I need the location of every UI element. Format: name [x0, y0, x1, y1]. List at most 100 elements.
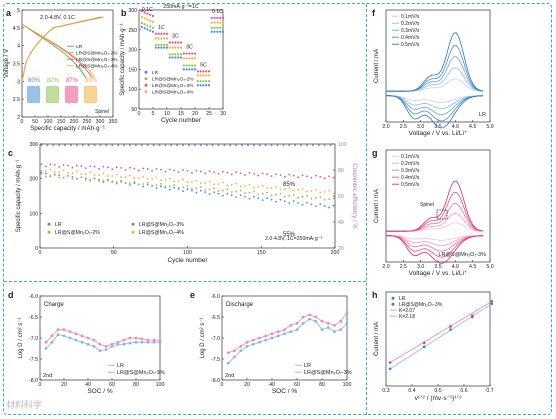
- panel-c-point: [239, 189, 242, 192]
- panel-c-point: [93, 165, 96, 168]
- panel-c-point: [199, 189, 202, 192]
- panel-c-point: [230, 173, 233, 176]
- panel-b-point: [216, 16, 219, 20]
- panel-b-point: [179, 41, 183, 44]
- panel-g-legend-label: 0.3mV/s: [401, 168, 420, 174]
- panel-b-point: [219, 26, 222, 29]
- panel-d-ytick-label: -6.0: [29, 294, 38, 300]
- panel-a-ytick-label: 4.5: [13, 26, 20, 32]
- panel-c-ce-point: [252, 144, 255, 147]
- panel-c-point: [133, 180, 136, 183]
- panel-c-ce-point: [205, 144, 208, 147]
- panel-b-point: [199, 80, 202, 83]
- panel-b-legend-marker: [144, 90, 148, 94]
- panel-f-ylabel: Current / mA: [374, 49, 380, 83]
- panel-c-point: [120, 176, 123, 178]
- panel-d-point: [98, 349, 102, 352]
- panel-f-cv-curve: [386, 95, 484, 110]
- panel-h-fit-line: [389, 303, 493, 370]
- panel-h-point: [449, 325, 452, 328]
- panel-d-point: [92, 345, 96, 348]
- panel-c-point: [328, 206, 330, 209]
- panel-c-ce-point: [229, 144, 232, 147]
- panel-c-legend-marker: [47, 230, 51, 234]
- panel-d-point: [116, 340, 120, 344]
- panel-c-point: [314, 197, 317, 199]
- panel-d-point: [134, 336, 138, 340]
- panel-c-point: [306, 175, 308, 178]
- panel-e-point: [333, 324, 336, 327]
- panel-c-point: [102, 179, 105, 182]
- panel-g-spinel-label: Spinel: [420, 202, 434, 208]
- panel-c-point: [199, 186, 202, 189]
- panel-a-ytick-label: 5: [17, 8, 20, 14]
- panel-c-ce-point: [329, 144, 332, 147]
- panel-e-point: [333, 330, 336, 334]
- panel-c-point: [208, 193, 211, 195]
- panel-c-point: [279, 188, 282, 191]
- panel-b-point: [205, 74, 208, 77]
- panel-b-point: [140, 25, 143, 29]
- panel-c-point: [283, 188, 286, 190]
- panel-c-point: [310, 190, 313, 192]
- panel-d-xtick-label: 20: [61, 382, 67, 388]
- panel-b-point: [157, 32, 160, 35]
- panel-c-ce-point: [75, 144, 78, 147]
- panel-b-point: [185, 64, 188, 67]
- panel-e-point: [301, 321, 305, 325]
- panel-b-point: [207, 70, 211, 73]
- panel-b-point: [177, 41, 180, 44]
- panel-d-ytick-label: -8.0: [29, 378, 38, 384]
- panel-c-point: [204, 191, 207, 194]
- panel-c-point: [279, 174, 282, 176]
- panel-a-ytick-label: 3.5: [13, 62, 20, 68]
- panel-d-point: [62, 334, 66, 338]
- panel-d-ylabel: Log D / cm² s⁻¹: [18, 318, 24, 359]
- panel-b-point: [143, 23, 146, 26]
- panel-c-point: [235, 196, 238, 198]
- panel-c-point: [106, 166, 109, 169]
- panel-e-point: [289, 330, 293, 334]
- panel-b-point: [182, 57, 185, 60]
- panel-c-ce-point: [105, 144, 108, 147]
- panel-c-ce-point: [164, 144, 167, 147]
- panel-d-point: [44, 347, 48, 350]
- panel-c-point: [248, 191, 251, 194]
- panel-c-point: [155, 184, 158, 187]
- panel-c-ce-point: [235, 144, 238, 147]
- panel-c-point: [270, 187, 273, 189]
- panel-c-point: [275, 200, 277, 203]
- panel-c-legend-marker: [47, 222, 51, 226]
- panel-c-point: [244, 192, 246, 195]
- panel-f-legend-label: 0.4mV/s: [401, 35, 420, 41]
- panel-c-point: [124, 168, 127, 171]
- panel-c-point: [248, 183, 251, 186]
- panel-b-point: [188, 64, 191, 67]
- panel-a-xtick-label: 100: [44, 119, 53, 125]
- panel-h-legend-marker: [391, 296, 395, 300]
- panel-c-point: [310, 203, 313, 206]
- panel-a-discharge-curve: [21, 23, 87, 79]
- panel-e-point: [239, 349, 243, 352]
- panel-b-rate-label: 3C: [186, 45, 193, 51]
- panel-c-point: [151, 184, 154, 187]
- panel-e-point: [226, 351, 230, 355]
- panel-c-point: [84, 178, 87, 181]
- panel-a-xtick-label: 50: [32, 119, 38, 125]
- panel-c-point: [208, 180, 211, 183]
- panel-c-point: [283, 200, 286, 203]
- panel-d-point: [146, 340, 150, 344]
- panel-d-point: [146, 338, 150, 342]
- panel-c-point: [71, 166, 74, 169]
- panel-c-point: [186, 185, 189, 187]
- panel-e-point: [295, 321, 299, 325]
- panel-c-point: [252, 190, 255, 193]
- panel-b-ytick-label: 50: [131, 107, 137, 113]
- panel-b-xtick-label: 0: [138, 111, 141, 117]
- panel-b-point: [171, 56, 174, 59]
- panel-c-point: [164, 185, 167, 188]
- panel-b-point: [146, 28, 149, 31]
- panel-a-xlabel: Specific capacity / mAh·g⁻¹: [30, 125, 105, 132]
- panel-c-point: [120, 179, 123, 182]
- panel-c-point: [222, 194, 224, 197]
